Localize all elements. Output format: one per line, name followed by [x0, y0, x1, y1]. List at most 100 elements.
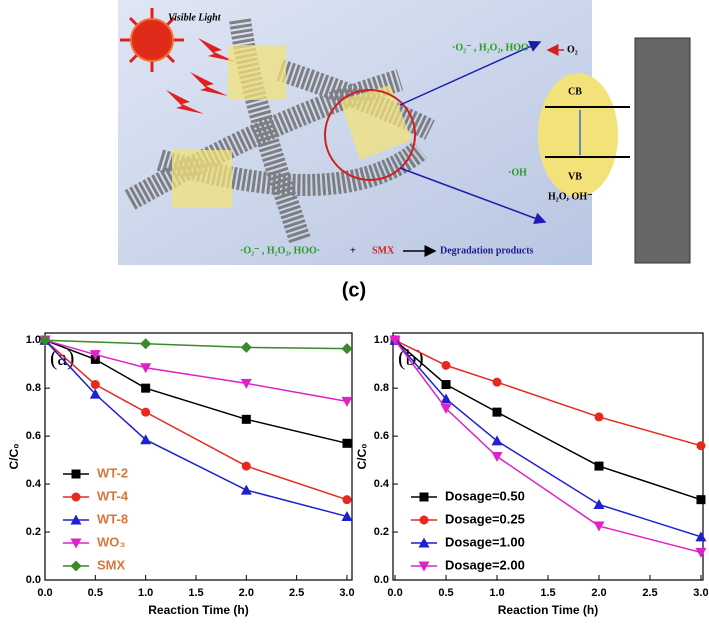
- marker: [140, 363, 152, 374]
- oxygen-label: O₂: [567, 44, 578, 55]
- marker: [389, 335, 401, 346]
- water-label: H₂O, OH⁻: [548, 191, 592, 202]
- marker: [90, 380, 100, 390]
- products-label: Degradation products: [440, 245, 534, 256]
- chart: 0.0 0.5 1.0 1.5 2.0 2.5 3.0 0.0 0.2 0.4 0.6 0.8 1.0 R…: [355, 332, 709, 617]
- legend: Dosage=0.50 Dosage=0.25 Dosage=1.00 Dosage=…: [411, 488, 525, 572]
- x-tick-label: 1.5: [188, 587, 203, 599]
- x-tick-label: 1.5: [540, 587, 555, 599]
- x-tick-label: 0.0: [387, 587, 402, 599]
- marker: [492, 407, 502, 417]
- series-line: [44, 339, 348, 445]
- legend-label: WT-2: [97, 465, 128, 480]
- marker: [594, 412, 604, 422]
- cb-label: CB: [568, 86, 582, 97]
- zoom-arrow: [399, 40, 542, 106]
- series-line: [44, 339, 348, 501]
- x-tick-label: 0.5: [88, 587, 103, 599]
- marker: [141, 383, 151, 393]
- x-tick-label: 2.5: [289, 587, 304, 599]
- plot-frame: [44, 332, 353, 581]
- marker: [695, 531, 707, 542]
- legend-marker: [418, 561, 430, 572]
- series-line: [44, 339, 348, 518]
- marker: [491, 452, 503, 462]
- legend-marker: [71, 469, 81, 479]
- x-tick-label: 2.0: [591, 587, 606, 599]
- zoom-arrow: [399, 167, 547, 224]
- wo3-plates: [172, 45, 412, 208]
- legend-label: Dosage=0.50: [445, 488, 525, 503]
- legend-marker: [419, 492, 429, 502]
- series-line: [394, 339, 702, 501]
- marker: [89, 388, 101, 399]
- x-axis-label: Reaction Time (h): [148, 603, 248, 617]
- marker: [440, 393, 452, 404]
- series-line: [44, 339, 347, 350]
- panel-label: (c): [342, 279, 366, 301]
- legend-marker: [70, 538, 82, 549]
- marker: [441, 380, 451, 390]
- x-tick-label: 2.5: [642, 587, 657, 599]
- legend-label: Dosage=2.00: [445, 557, 525, 572]
- marker: [341, 343, 353, 355]
- marker: [241, 461, 251, 471]
- y-axis-label: C/C₀: [355, 443, 369, 469]
- marker: [341, 396, 353, 407]
- nanotube-zoom: [634, 37, 691, 264]
- y-tick-label: 0.0: [374, 574, 389, 586]
- x-tick-label: 3.0: [693, 587, 708, 599]
- band-ellipse: [538, 73, 618, 197]
- marker: [39, 334, 51, 346]
- marker: [491, 435, 503, 446]
- species-label: ·O₂⁻ , H₂O₂, HOO·: [452, 42, 532, 53]
- marker: [441, 360, 451, 370]
- y-tick-label: 0.4: [374, 478, 390, 490]
- marker: [593, 498, 605, 509]
- y-tick-label: 0.4: [26, 478, 42, 490]
- y-tick-label: 0.8: [374, 382, 389, 394]
- marker: [695, 547, 707, 558]
- marker: [140, 434, 152, 445]
- legend-label: WO₃: [97, 534, 125, 549]
- y-tick-label: 0.6: [26, 430, 41, 442]
- y-axis-label: C/C₀: [7, 443, 21, 469]
- y-tick-label: 0.2: [26, 526, 41, 538]
- x-tick-label: 1.0: [138, 587, 153, 599]
- illustration: Visible Light ·O₂⁻ , H₂O₂, HOO· O₂ CB VB…: [118, 0, 691, 265]
- marker: [440, 404, 452, 415]
- legend-marker: [419, 515, 429, 525]
- chart: 0.0 0.5 1.0 1.5 2.0 2.5 3.0 0.0 0.2 0.4 0.6 0.8 1.0 R…: [7, 332, 355, 617]
- marker: [241, 414, 251, 424]
- marker: [696, 495, 706, 505]
- marker: [492, 377, 502, 387]
- legend-marker: [70, 514, 82, 525]
- x-tick-label: 0.0: [37, 587, 52, 599]
- x-tick-label: 3.0: [339, 587, 354, 599]
- legend-marker: [71, 492, 81, 502]
- y-tick-label: 0.8: [26, 382, 41, 394]
- marker: [240, 378, 252, 389]
- y-tick-label: 0.0: [26, 574, 41, 586]
- legend-label: Dosage=1.00: [445, 534, 525, 549]
- marker: [89, 350, 101, 361]
- legend-label: WT-8: [97, 511, 128, 526]
- x-tick-label: 1.0: [489, 587, 504, 599]
- plot-frame: [392, 332, 704, 581]
- x-axis-label: Reaction Time (h): [498, 603, 598, 617]
- legend-label: SMX: [97, 557, 126, 572]
- marker: [342, 495, 352, 505]
- legend-marker: [418, 537, 430, 548]
- sun: [120, 8, 184, 72]
- plus-sign: +: [350, 245, 356, 256]
- x-tick-label: 2.0: [239, 587, 254, 599]
- x-tick-label: 0.5: [438, 587, 453, 599]
- marker: [240, 484, 252, 495]
- y-tick-label: 0.6: [374, 430, 389, 442]
- marker: [341, 510, 353, 521]
- vb-label: VB: [568, 171, 582, 182]
- legend-label: Dosage=0.25: [445, 511, 525, 526]
- marker: [594, 461, 604, 471]
